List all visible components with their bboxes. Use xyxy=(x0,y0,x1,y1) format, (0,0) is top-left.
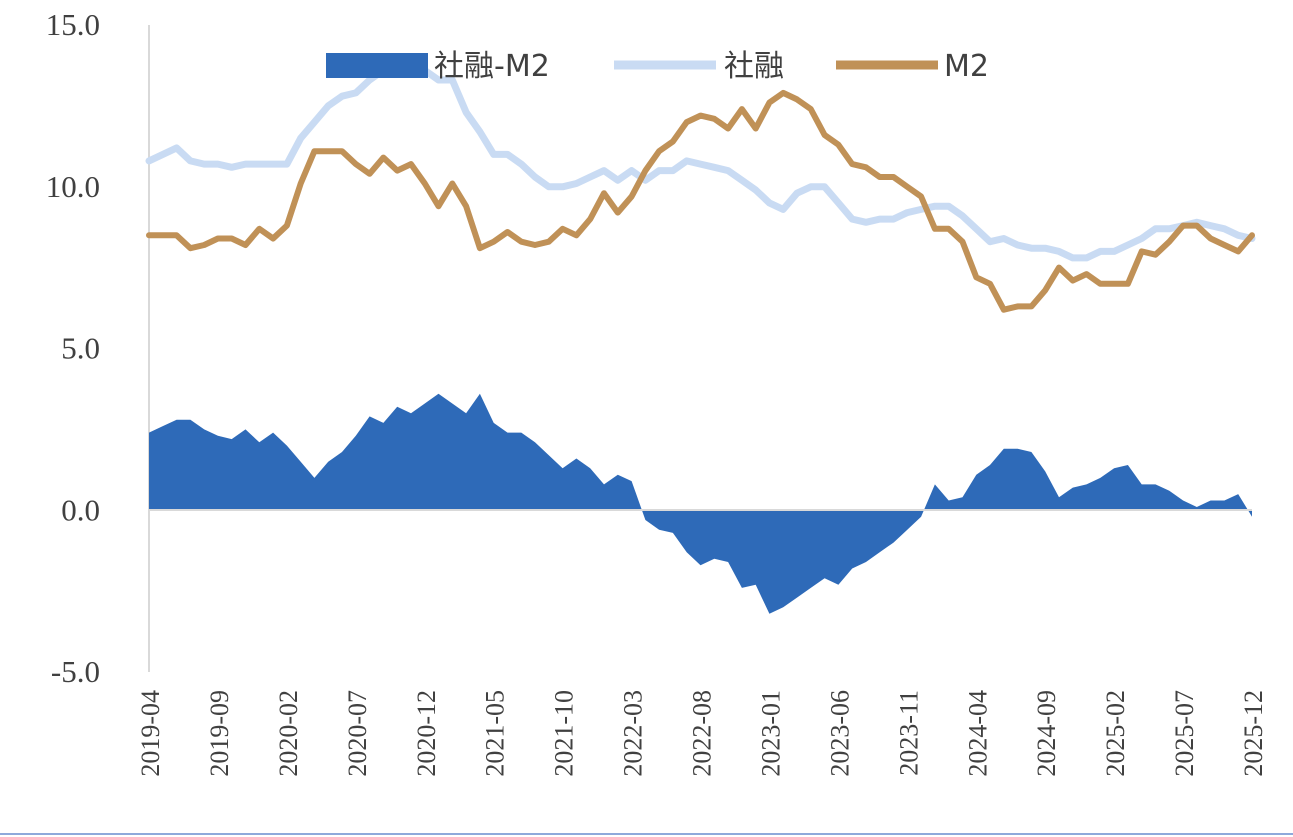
x-tick-label: 2023-06 xyxy=(825,690,854,777)
series-lines-group xyxy=(145,63,1256,313)
x-tick-label: 2025-02 xyxy=(1101,690,1130,777)
x-tick-label: 2019-04 xyxy=(136,690,165,777)
x-tick-label: 2020-07 xyxy=(343,690,372,777)
legend-label-social: 社融 xyxy=(724,49,784,84)
legend-item-m2[interactable]: M2 xyxy=(836,49,989,84)
x-tick-label: 2022-08 xyxy=(688,690,717,777)
legend: 社融-M2 社融 M2 xyxy=(326,49,989,84)
x-axis-ticks: 2019-04 2019-09 2020-02 2020-07 2020-12 2021-… xyxy=(136,690,1268,777)
x-tick-label: 2025-07 xyxy=(1170,690,1199,777)
series-line-m2 xyxy=(146,89,1255,313)
x-tick-label: 2020-12 xyxy=(412,690,441,777)
series-area-group xyxy=(149,393,1252,614)
x-tick-label: 2020-02 xyxy=(274,690,303,777)
legend-item-area[interactable]: 社融-M2 xyxy=(326,49,550,84)
x-tick-label: 2022-03 xyxy=(619,690,648,777)
y-tick-label: -5.0 xyxy=(51,654,100,689)
x-tick-label: 2023-01 xyxy=(756,690,785,777)
series-line-social-financing xyxy=(145,63,1256,262)
x-tick-label: 2024-04 xyxy=(963,690,992,777)
x-tick-label: 2019-09 xyxy=(205,690,234,777)
y-tick-label: 0.0 xyxy=(61,492,100,527)
legend-swatch-area xyxy=(326,53,428,78)
x-tick-label: 2025-12 xyxy=(1239,690,1268,777)
y-tick-label: 10.0 xyxy=(46,169,100,204)
x-tick-label: 2024-09 xyxy=(1032,690,1061,777)
y-tick-label: 5.0 xyxy=(61,331,100,366)
x-tick-label: 2021-10 xyxy=(550,690,579,777)
legend-item-social[interactable]: 社融 xyxy=(614,49,784,84)
y-tick-label: 15.0 xyxy=(46,7,100,42)
legend-label-m2: M2 xyxy=(944,49,989,84)
y-axis-ticks: -5.0 0.0 5.0 10.0 15.0 xyxy=(46,7,100,689)
series-area-social-financing-minus-m2 xyxy=(149,393,1252,614)
x-tick-label: 2021-05 xyxy=(481,690,510,777)
legend-label-area: 社融-M2 xyxy=(434,49,550,84)
x-tick-label: 2023-11 xyxy=(894,690,923,776)
